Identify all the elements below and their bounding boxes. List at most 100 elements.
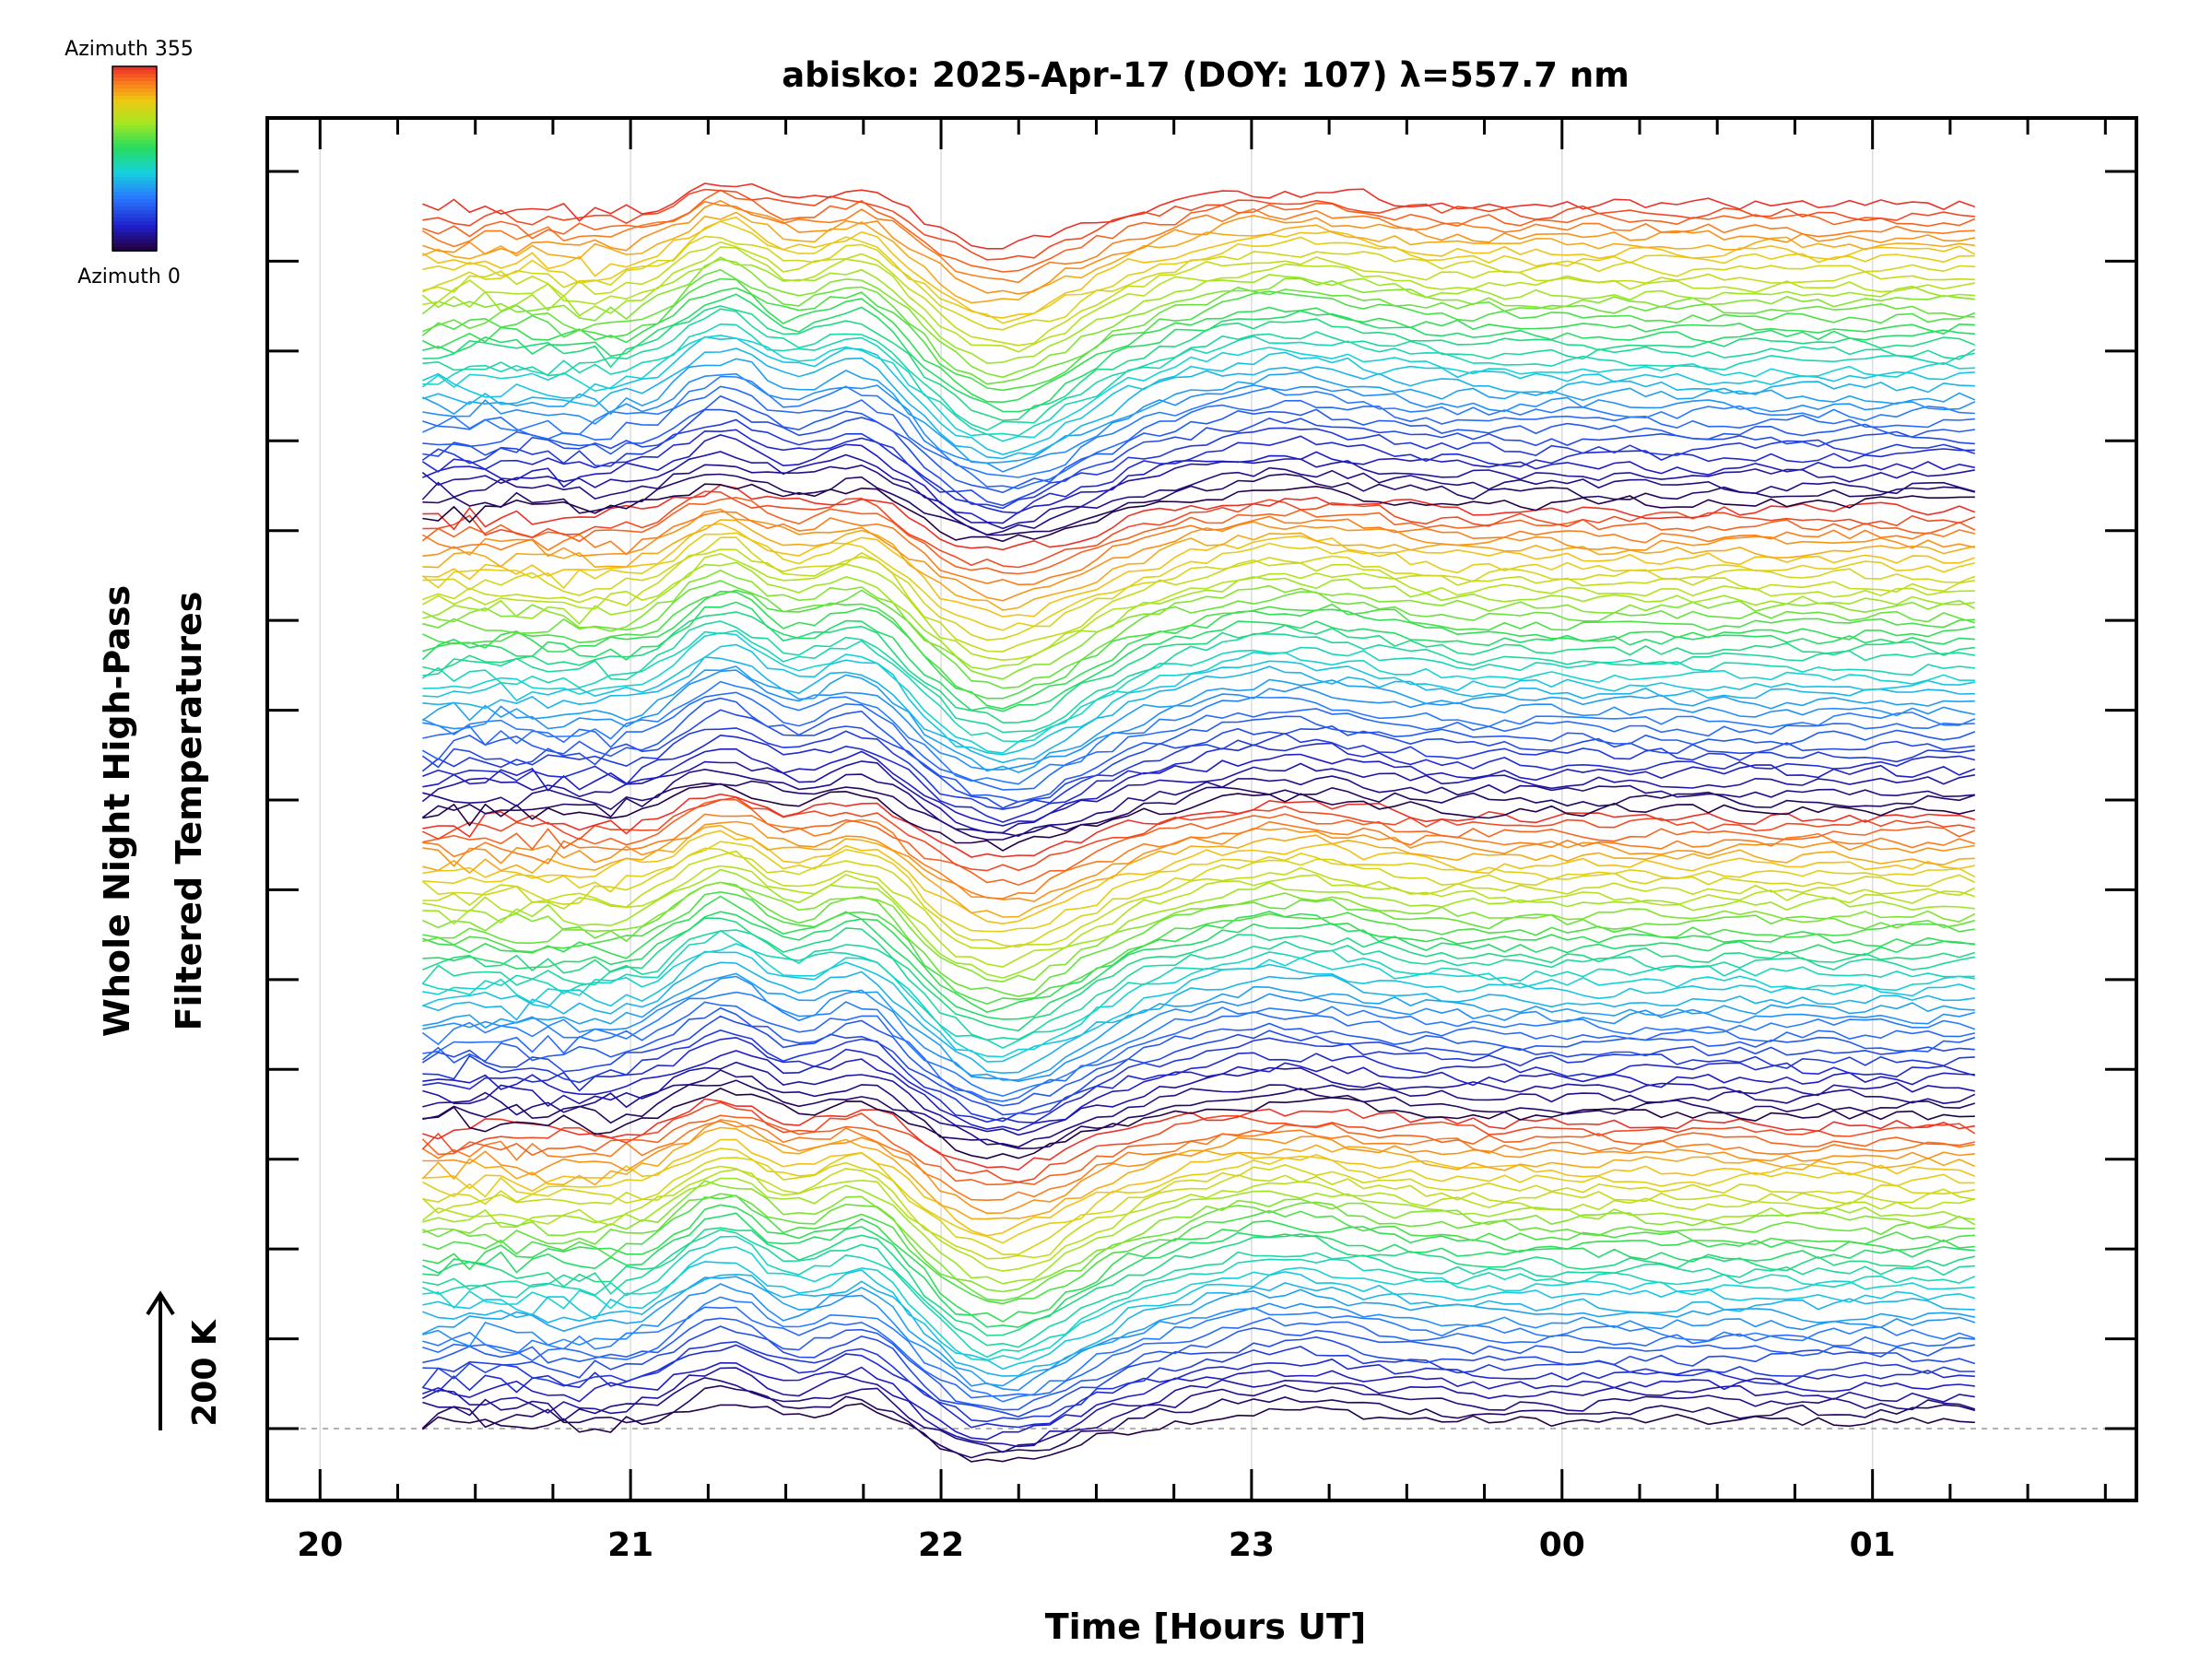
- colorbar-segment: [112, 210, 157, 215]
- series-line: [422, 1246, 1975, 1361]
- series-line: [422, 189, 1976, 273]
- series-line: [422, 241, 1975, 347]
- series-line: [422, 972, 1975, 1081]
- series-line: [422, 890, 1975, 1006]
- series-line: [422, 631, 1975, 754]
- colorbar-segment: [112, 125, 157, 130]
- colorbar-segment: [112, 118, 157, 123]
- series-line: [422, 868, 1975, 979]
- colorbar-segment: [112, 232, 157, 237]
- series-line: [422, 1061, 1975, 1136]
- series-group: [421, 182, 1976, 1463]
- colorbar-segment: [112, 147, 157, 152]
- series-line: [421, 216, 1976, 319]
- chart-title: abisko: 2025-Apr-17 (DOY: 107) λ=557.7 n…: [782, 55, 1630, 95]
- colorbar-segment: [112, 199, 157, 204]
- series-line: [421, 760, 1975, 834]
- series-line: [422, 865, 1976, 968]
- series-line: [422, 1119, 1975, 1215]
- colorbar-segment: [112, 195, 157, 200]
- series-line: [422, 768, 1975, 838]
- colorbar-segment: [112, 92, 157, 97]
- series-line: [421, 1114, 1975, 1186]
- colorbar-segment: [112, 66, 157, 71]
- series-line: [422, 1376, 1976, 1453]
- colorbar-segment: [112, 122, 157, 126]
- series-line: [422, 580, 1976, 689]
- series-line: [422, 895, 1975, 1013]
- series-line: [422, 287, 1975, 404]
- series-line: [421, 929, 1975, 1041]
- scale-bar: [146, 1290, 175, 1430]
- series-line: [421, 1120, 1975, 1202]
- series-line: [421, 1384, 1976, 1459]
- series-line: [421, 847, 1976, 948]
- series-line: [422, 691, 1975, 791]
- series-line: [422, 305, 1976, 422]
- series-line: [422, 1079, 1976, 1149]
- series-line: [422, 220, 1975, 324]
- series-line: [422, 570, 1976, 680]
- series-line: [421, 256, 1975, 364]
- colorbar-segment: [112, 133, 157, 137]
- series-line: [421, 727, 1975, 810]
- series-line: [422, 813, 1976, 900]
- series-line: [421, 418, 1976, 510]
- series-line: [421, 1169, 1976, 1272]
- series-line: [422, 1229, 1975, 1348]
- colorbar-top-label: Azimuth 355: [65, 38, 194, 61]
- series-line: [422, 536, 1976, 641]
- series-line: [422, 246, 1975, 353]
- series-line: [422, 1147, 1975, 1244]
- colorbar-segment: [112, 74, 157, 78]
- series-line: [422, 1193, 1975, 1301]
- series-line: [422, 347, 1975, 460]
- series-line: [421, 258, 1975, 379]
- series-line: [422, 199, 1975, 295]
- series-line: [422, 490, 1976, 569]
- series-line: [421, 1101, 1976, 1183]
- x-tick-label: 21: [607, 1526, 653, 1564]
- series-line: [421, 451, 1975, 530]
- series-line: [422, 782, 1975, 852]
- series-line: [421, 532, 1975, 631]
- series-line: [422, 434, 1975, 524]
- series-line: [422, 335, 1975, 455]
- colorbar-segment: [112, 151, 157, 156]
- colorbar-segment: [112, 243, 157, 248]
- colorbar-segment: [112, 218, 157, 222]
- colorbar-segment: [112, 140, 157, 145]
- x-tick-label: 22: [918, 1526, 964, 1564]
- series-line: [422, 1273, 1975, 1377]
- colorbar-segment: [112, 170, 157, 174]
- x-tick-label: 20: [297, 1526, 343, 1564]
- colorbar-segment: [112, 81, 157, 86]
- scale-bar-label: 200 K: [186, 1319, 224, 1427]
- colorbar-segment: [112, 85, 157, 89]
- colorbar-segment: [112, 173, 157, 178]
- series-line: [422, 1029, 1975, 1123]
- series-line: [422, 697, 1976, 803]
- series-line: [421, 991, 1976, 1098]
- series-line: [422, 1227, 1975, 1336]
- colorbar-segment: [112, 206, 157, 211]
- colorbar-segment: [112, 103, 157, 108]
- plot-frame: [265, 116, 2138, 1502]
- series-line: [422, 975, 1976, 1083]
- series-line: [422, 484, 1976, 551]
- series-line: [421, 429, 1975, 514]
- x-tick-label: 01: [1850, 1526, 1896, 1564]
- series-line: [422, 323, 1975, 437]
- series-line: [422, 1157, 1975, 1256]
- colorbar-segment: [112, 192, 157, 196]
- series-line: [422, 1361, 1975, 1441]
- series-line: [422, 552, 1975, 662]
- series-line: [422, 830, 1975, 925]
- series-line: [422, 961, 1975, 1075]
- series-line: [422, 408, 1975, 507]
- colorbar-segment: [112, 188, 157, 193]
- series-line: [422, 1276, 1975, 1387]
- series-line: [422, 798, 1976, 887]
- series-line: [422, 1296, 1976, 1403]
- series-line: [422, 1283, 1976, 1392]
